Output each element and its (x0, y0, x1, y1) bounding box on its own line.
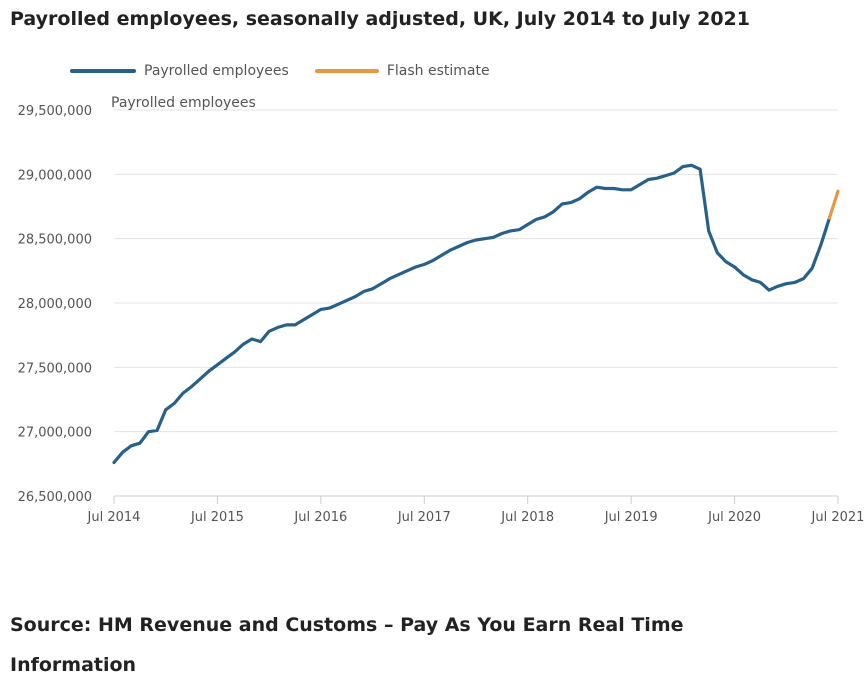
y-tick-label: 28,000,000 (18, 297, 92, 312)
series (112, 163, 840, 465)
y-tick-label: 27,500,000 (18, 361, 92, 376)
x-tick-label: Jul 2014 (87, 510, 141, 525)
chart-title: Payrolled employees, seasonally adjusted… (10, 8, 750, 30)
x-tick-label: Jul 2021 (811, 510, 865, 525)
y-tick-label: 27,000,000 (18, 426, 92, 441)
x-tick-label: Jul 2019 (604, 510, 658, 525)
chart-legend: Payrolled employees Flash estimate (70, 60, 490, 82)
series-line-flash-estimate (827, 189, 840, 220)
grid-lines (114, 109, 838, 433)
y-tick-label: 26,500,000 (18, 490, 92, 505)
x-tick-label: Jul 2016 (293, 510, 347, 525)
x-tick-label: Jul 2020 (707, 510, 761, 525)
legend-item-payrolled-employees: Payrolled employees (70, 63, 289, 79)
legend-swatch-payrolled-employees (70, 69, 136, 73)
x-tick-label: Jul 2015 (190, 510, 244, 525)
series-line-payrolled-employees (112, 163, 832, 465)
legend-label-flash-estimate: Flash estimate (386, 63, 490, 79)
x-tick-label: Jul 2018 (500, 510, 554, 525)
legend-item-flash-estimate: Flash estimate (314, 63, 490, 79)
axes: 26,500,000 27,000,000 27,500,000 28,000,000… (18, 104, 865, 525)
source-note: Source: HM Revenue and Customs – Pay As … (10, 614, 684, 676)
y-tick-label: 29,000,000 (18, 168, 92, 183)
y-axis-label: Payrolled employees (111, 95, 256, 111)
y-tick-label: 28,500,000 (18, 233, 92, 248)
x-tick-label: Jul 2017 (397, 510, 451, 525)
legend-swatch-flash-estimate (314, 69, 379, 73)
y-tick-label: 29,500,000 (18, 104, 92, 119)
legend-label-payrolled-employees: Payrolled employees (144, 63, 289, 79)
